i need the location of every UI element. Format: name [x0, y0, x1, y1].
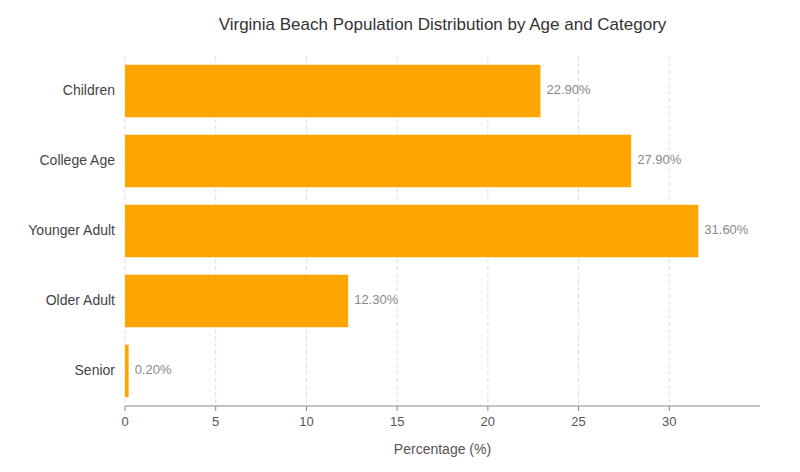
tick-mark — [578, 406, 579, 411]
data-label: 12.30% — [354, 292, 399, 307]
tick-mark — [669, 406, 670, 411]
bar — [125, 275, 348, 328]
tick-mark — [215, 406, 216, 411]
tick-mark — [397, 406, 398, 411]
bar — [125, 345, 129, 398]
data-label: 31.60% — [704, 222, 749, 237]
y-labels: Senior Older Adult Younger Adult College Ag… — [28, 82, 115, 378]
bars — [125, 65, 698, 398]
chart-svg: Virginia Beach Population Distribution b… — [0, 0, 800, 472]
bar — [125, 65, 540, 118]
chart-container: Virginia Beach Population Distribution b… — [0, 0, 800, 472]
x-axis-label: Percentage (%) — [394, 441, 491, 457]
tick-mark — [487, 406, 488, 411]
bar — [125, 135, 631, 188]
category-label: Younger Adult — [28, 222, 115, 238]
tick-mark — [306, 406, 307, 411]
data-label: 0.20% — [135, 362, 172, 377]
data-label: 22.90% — [546, 82, 591, 97]
tick-label: 0 — [121, 414, 128, 429]
bar — [125, 205, 698, 258]
data-label: 27.90% — [637, 152, 682, 167]
tick-label: 30 — [662, 414, 676, 429]
background — [0, 0, 800, 472]
tick-label: 25 — [571, 414, 585, 429]
tick-label: 10 — [299, 414, 313, 429]
category-label: Children — [63, 82, 115, 98]
x-axis-line — [125, 406, 760, 407]
title: Virginia Beach Population Distribution b… — [219, 15, 667, 34]
tick-label: 20 — [481, 414, 495, 429]
tick-mark — [125, 406, 126, 411]
category-label: Older Adult — [46, 292, 115, 308]
category-label: Senior — [75, 362, 116, 378]
tick-label: 15 — [390, 414, 404, 429]
data-labels: 0.20% 12.30% 31.60% 27.90% 22.90% — [135, 82, 749, 377]
tick-label: 5 — [212, 414, 219, 429]
x-ticks: 0 5 10 15 20 25 30 — [121, 406, 676, 429]
category-label: College Age — [39, 152, 115, 168]
